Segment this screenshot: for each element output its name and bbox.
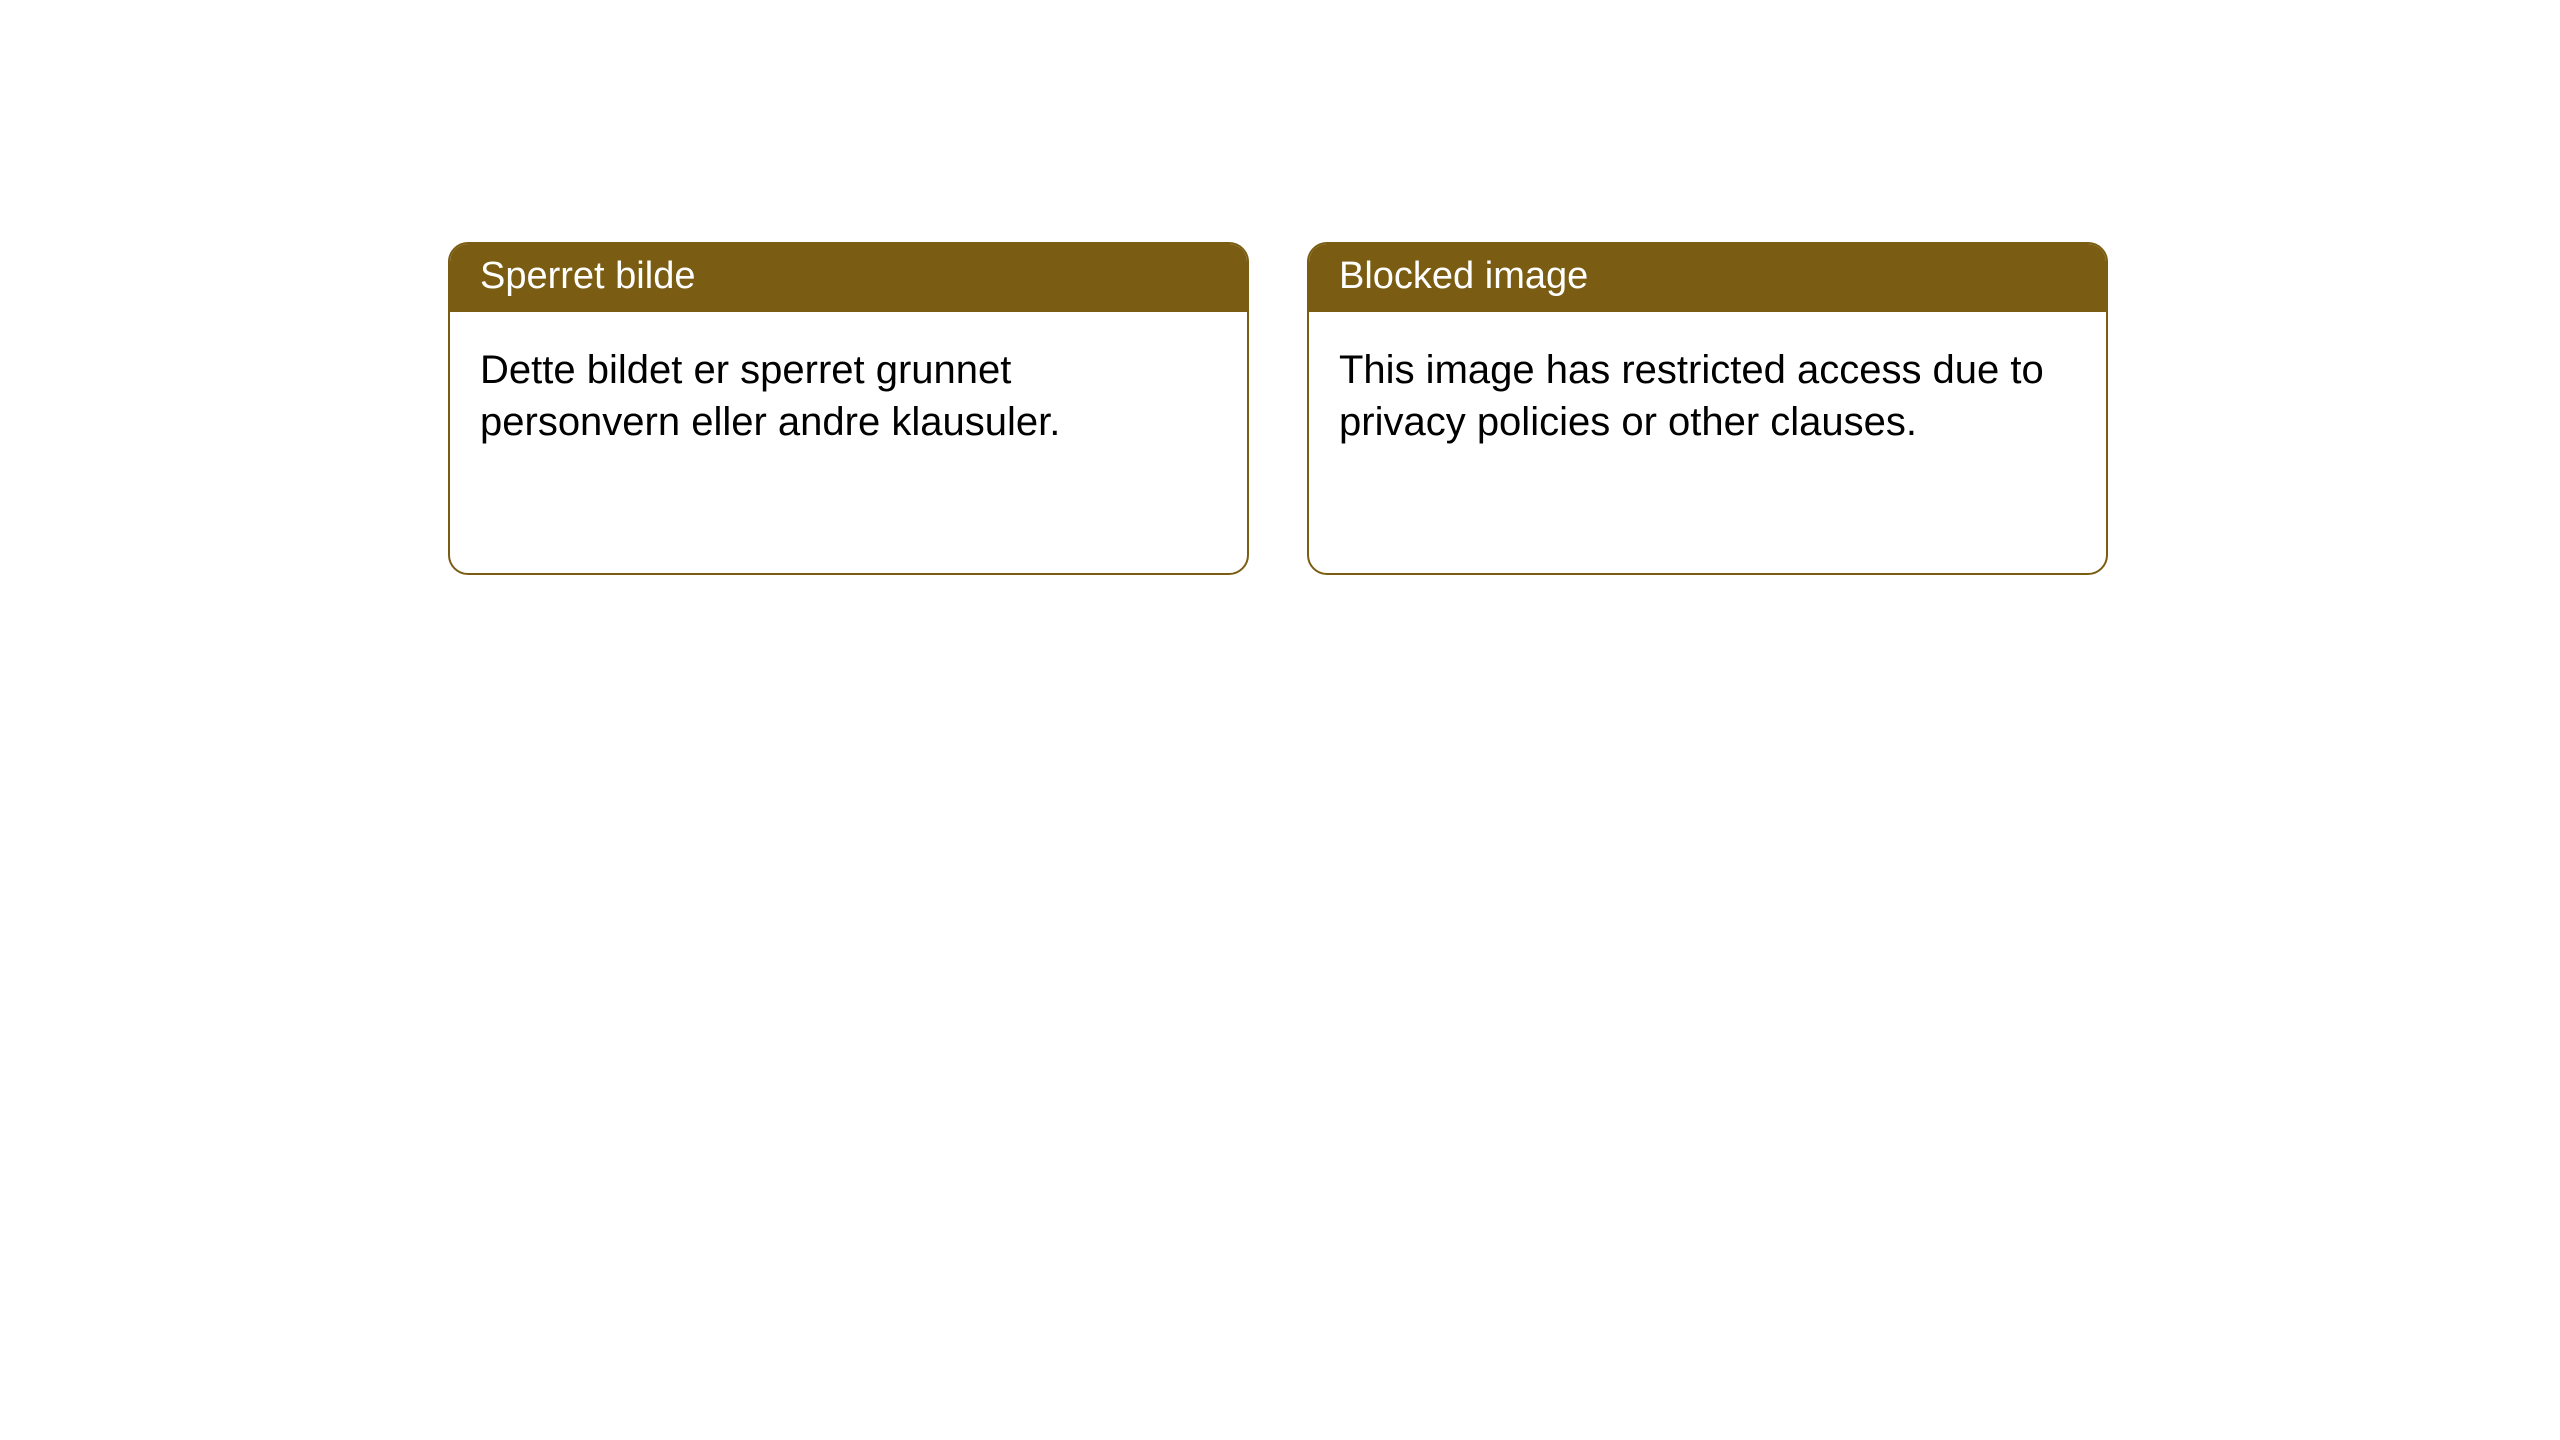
notice-header: Blocked image [1309, 244, 2106, 312]
notice-card-english: Blocked image This image has restricted … [1307, 242, 2108, 575]
notice-card-norwegian: Sperret bilde Dette bildet er sperret gr… [448, 242, 1249, 575]
notice-container: Sperret bilde Dette bildet er sperret gr… [448, 242, 2108, 575]
notice-body: Dette bildet er sperret grunnet personve… [450, 312, 1247, 480]
notice-body: This image has restricted access due to … [1309, 312, 2106, 480]
notice-header: Sperret bilde [450, 244, 1247, 312]
